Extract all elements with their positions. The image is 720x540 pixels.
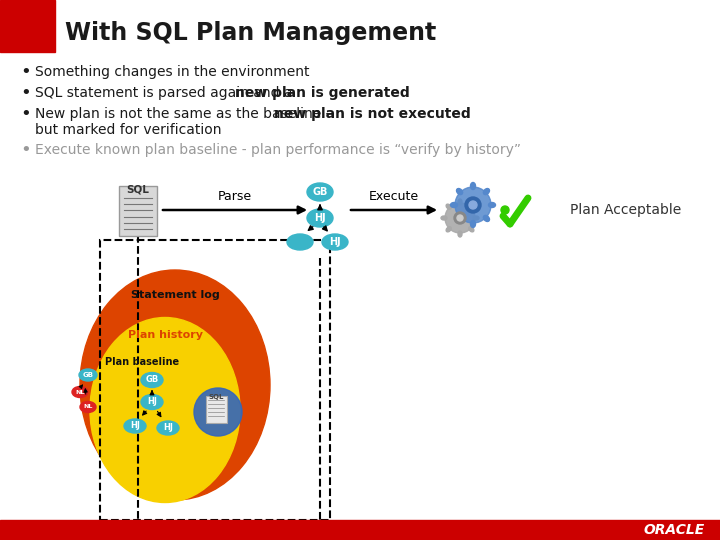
Ellipse shape <box>90 318 240 503</box>
Text: NL: NL <box>76 389 85 395</box>
Text: HJ: HJ <box>130 422 140 430</box>
Text: •: • <box>20 141 31 159</box>
Ellipse shape <box>287 234 313 250</box>
Circle shape <box>457 215 463 221</box>
Circle shape <box>194 388 242 436</box>
Ellipse shape <box>72 387 88 397</box>
Circle shape <box>465 197 481 213</box>
Ellipse shape <box>307 209 333 227</box>
Text: •: • <box>20 63 31 81</box>
Text: Something changes in the environment: Something changes in the environment <box>35 65 310 79</box>
Text: Plan history: Plan history <box>127 330 202 340</box>
Text: •: • <box>20 84 31 102</box>
Ellipse shape <box>157 421 179 435</box>
Text: SQL statement is parsed again and a: SQL statement is parsed again and a <box>35 86 297 100</box>
Ellipse shape <box>79 369 97 381</box>
Bar <box>0 520 720 540</box>
Text: new plan is generated: new plan is generated <box>235 86 410 100</box>
Text: but marked for verification: but marked for verification <box>35 123 222 137</box>
Text: Statement log: Statement log <box>130 290 220 300</box>
Circle shape <box>501 206 509 214</box>
Ellipse shape <box>458 199 462 205</box>
Circle shape <box>455 187 491 223</box>
Text: GB: GB <box>312 187 328 197</box>
Ellipse shape <box>307 183 333 201</box>
Ellipse shape <box>458 231 462 237</box>
Text: new plan is not executed: new plan is not executed <box>274 107 470 121</box>
Text: Plan Acceptable: Plan Acceptable <box>570 203 681 217</box>
Text: Execute known plan baseline - plan performance is “verify by history”: Execute known plan baseline - plan perfo… <box>35 143 521 157</box>
Text: SQL: SQL <box>127 185 150 195</box>
Ellipse shape <box>141 373 163 388</box>
Text: GB: GB <box>145 375 158 384</box>
Text: ORACLE: ORACLE <box>644 523 705 537</box>
Ellipse shape <box>322 234 348 250</box>
Ellipse shape <box>441 216 447 220</box>
Ellipse shape <box>470 183 475 190</box>
Ellipse shape <box>470 220 475 227</box>
Text: HJ: HJ <box>163 423 173 433</box>
Circle shape <box>469 201 477 209</box>
Circle shape <box>454 212 466 224</box>
Ellipse shape <box>124 419 146 433</box>
Ellipse shape <box>488 202 495 207</box>
Text: HJ: HJ <box>329 237 341 247</box>
Text: Parse: Parse <box>218 190 252 203</box>
Ellipse shape <box>446 204 451 209</box>
Text: NL: NL <box>84 404 93 409</box>
Text: HJ: HJ <box>147 397 157 407</box>
Ellipse shape <box>473 216 479 220</box>
Text: New plan is not the same as the baseline –: New plan is not the same as the baseline… <box>35 107 337 121</box>
Ellipse shape <box>141 395 163 409</box>
Ellipse shape <box>469 227 474 232</box>
Text: Plan baseline: Plan baseline <box>105 357 179 367</box>
Text: With SQL Plan Management: With SQL Plan Management <box>65 21 436 45</box>
Ellipse shape <box>456 188 463 194</box>
Ellipse shape <box>80 402 96 413</box>
Ellipse shape <box>483 188 490 194</box>
Ellipse shape <box>456 215 463 221</box>
Text: GB: GB <box>83 372 94 378</box>
Text: •: • <box>20 105 31 123</box>
Ellipse shape <box>451 202 457 207</box>
Ellipse shape <box>483 215 490 221</box>
Text: HJ: HJ <box>314 213 326 223</box>
Ellipse shape <box>80 270 270 500</box>
FancyBboxPatch shape <box>119 186 157 236</box>
Ellipse shape <box>446 227 451 232</box>
Text: Execute: Execute <box>369 190 419 203</box>
Bar <box>100 240 330 520</box>
Circle shape <box>445 203 475 233</box>
Text: SQL: SQL <box>208 394 224 400</box>
FancyBboxPatch shape <box>205 395 227 422</box>
Bar <box>0 0 55 52</box>
Ellipse shape <box>469 204 474 209</box>
